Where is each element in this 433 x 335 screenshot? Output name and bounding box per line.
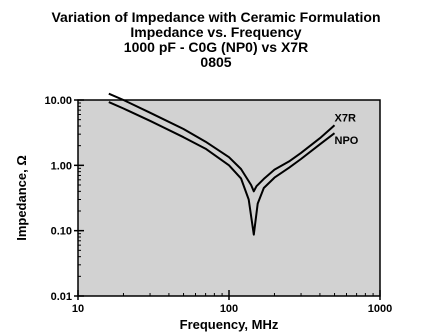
chart-subtitle-line-2: 1000 pF - C0G (NP0) vs X7R: [124, 39, 308, 55]
series-label-x7r: X7R: [335, 112, 356, 124]
series-label-npo: NPO: [335, 135, 359, 147]
chart-title: Variation of Impedance with Ceramic Form…: [51, 9, 380, 25]
x-tick-label: 1000: [368, 303, 392, 315]
series-line-npo: [108, 101, 336, 236]
y-tick-label: 0.10: [51, 226, 72, 238]
y-tick-label: 0.01: [51, 291, 72, 303]
x-axis-label: Frequency, MHz: [180, 317, 279, 332]
x-tick-label: 10: [72, 303, 84, 315]
series-lines: X7R NPO: [108, 92, 359, 236]
axis-ticks: 0.01 0.10 1.00 10.00 10 100 1000: [44, 95, 392, 315]
y-axis-label: Impedance, Ω: [14, 155, 29, 241]
series-line-x7r: [108, 92, 336, 193]
x-tick-label: 100: [220, 303, 238, 315]
chart-subtitle-line-1: Impedance vs. Frequency: [130, 24, 301, 40]
y-tick-label: 10.00: [44, 95, 72, 107]
chart-subtitle-line-3: 0805: [200, 54, 231, 70]
y-tick-label: 1.00: [51, 160, 72, 172]
plot-area: [77, 99, 381, 297]
